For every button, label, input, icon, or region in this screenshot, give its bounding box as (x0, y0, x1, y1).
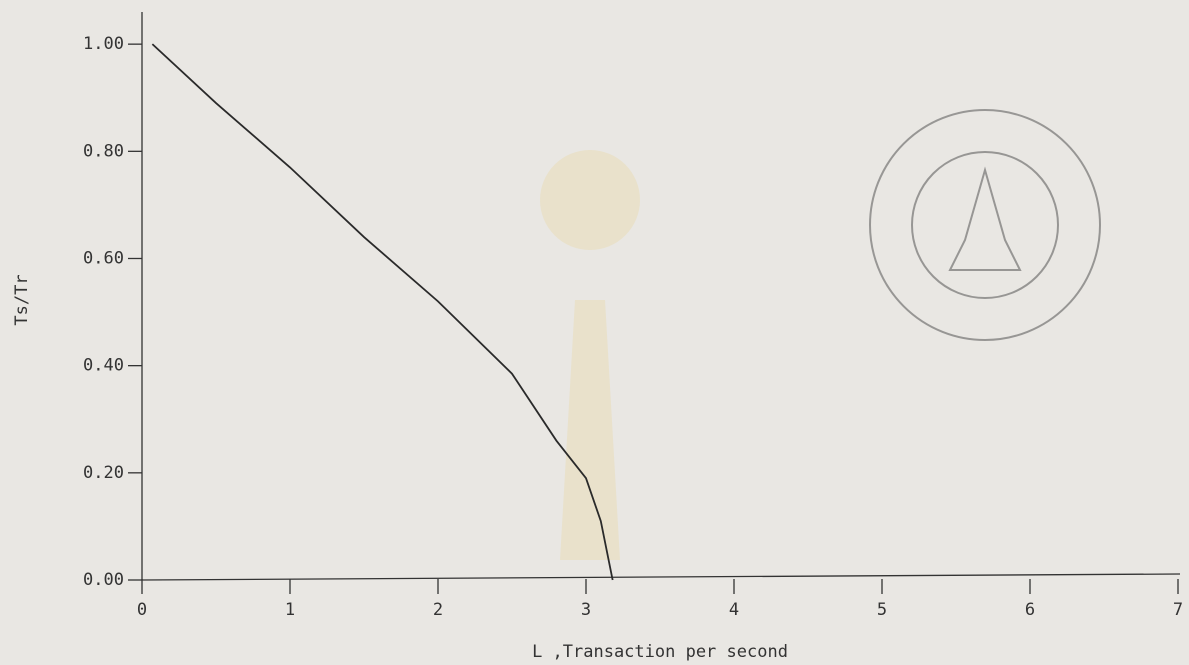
y-axis-label: Ts/Tr (12, 274, 32, 325)
y-tick-label: 0.80 (83, 141, 124, 161)
x-axis-label: L ,Transaction per second (532, 642, 788, 662)
data-line (151, 43, 614, 581)
x-tick-label: 7 (1173, 600, 1183, 620)
x-tick-label: 2 (433, 600, 443, 620)
x-tick-label: 4 (729, 600, 739, 620)
x-tick-label: 3 (581, 600, 591, 620)
y-tick-label: 0.20 (83, 463, 124, 483)
x-tick-label: 5 (877, 600, 887, 620)
x-tick-label: 1 (285, 600, 295, 620)
y-tick-label: 1.00 (83, 34, 124, 54)
y-tick-label: 0.40 (83, 356, 124, 376)
stamp (869, 109, 1101, 341)
x-axis (141, 573, 1181, 581)
x-tick-label: 0 (137, 600, 147, 620)
x-tick-label: 6 (1025, 600, 1035, 620)
watermark (540, 150, 640, 560)
y-tick-label: 0.00 (83, 570, 124, 590)
y-tick-label: 0.60 (83, 248, 124, 268)
